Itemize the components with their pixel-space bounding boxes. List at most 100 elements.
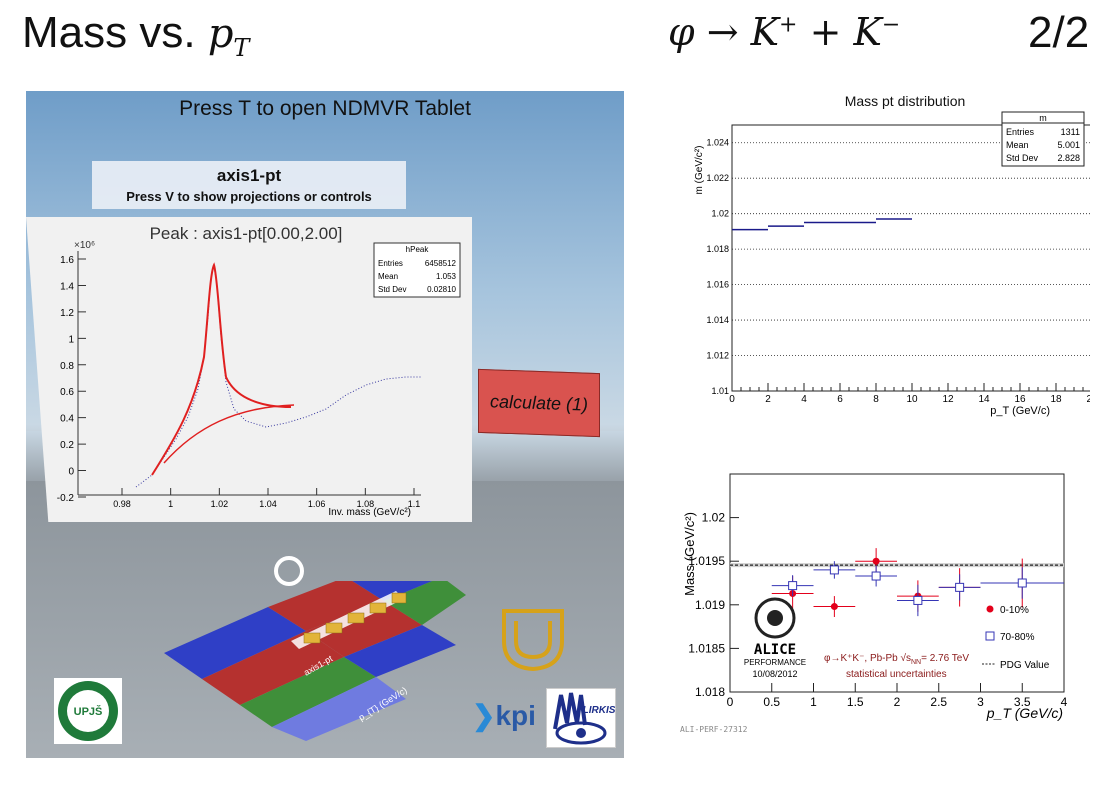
chart2-point-70-80 [1017,578,1027,588]
chart1-x-tick-label: 14 [978,394,990,405]
arrow-symbol: → [706,10,739,54]
plus-operator: + [809,10,842,54]
uncertainty-annotation: statistical uncertainties [846,669,947,680]
slide-title-text: Mass vs. [22,8,196,57]
peak-plot-svg: Peak : axis1-pt[0.00,2.00] ×10⁶ -0.2 0 0.2… [57,224,461,518]
grid-bar [369,602,387,614]
axis-hint: Press V to show projections or controls [126,189,372,204]
grid-tile-green [240,657,376,727]
chart2-point-0-10 [830,603,838,611]
page-number: 2/2 [1028,8,1090,57]
chart2-point-70-80 [871,571,881,581]
peak-y-tick-label: -0.2 [57,493,75,504]
plus-sign: + [779,12,798,38]
chart1-x-tick-label: 2 [765,394,771,405]
chart2-ylabel: Mass (GeV/c²) [682,512,697,596]
peak-y-tick-label: 0 [68,467,74,478]
chart2-x-tick-label: 1.5 [847,695,864,709]
chart1-y-tick-label: 1.016 [706,280,729,290]
chart2-x-tick-label: 2.5 [930,695,947,709]
chart2-x-tick-label: 2 [894,695,901,709]
chart2-point-70-80 [913,595,923,605]
chart1-y-tick-label: 1.012 [706,351,729,361]
chart2-y-tick-label: 1.02 [702,511,726,525]
chart2-x-tick-label: 3 [977,695,984,709]
grid-bar [391,592,407,604]
seal-inner [67,690,109,732]
alice-label: ALICE [754,642,796,658]
footer-id: ALI-PERF-27312 [680,725,748,734]
vr-scene: Press T to open NDMVR Tablet axis1-pt Pr… [26,91,624,758]
chart1-x-tick-label: 10 [906,394,918,405]
peak-x-tick-label: 0.98 [113,499,131,509]
mass-pt-chart: Mass pt distribution 1.01 1.012 1.014 1.016… [694,93,1090,417]
eye-pupil [576,728,586,738]
peak-stat-value: 6458512 [425,259,457,268]
seal-text: UPJŠ [74,705,103,718]
chart1-stats-box [1001,111,1085,167]
peak-x-ticks: 0.98 1 1.02 1.04 1.06 1.08 1.1 [113,488,420,509]
shield-outline [502,609,564,672]
peak-fit [151,262,292,476]
chart2-x-tick-label: 3.5 [1014,695,1031,709]
chart1-y-tick-label: 1.014 [706,315,729,325]
legend-marker-70-80 [985,631,995,641]
chart2-y-tick-label: 1.0195 [688,554,725,568]
peak-stat-value: 1.053 [436,272,457,281]
chart1-ylabel: m (GeV/c²) [694,146,705,195]
chart1-y-tick-label: 1.018 [706,244,729,254]
tablet-hint: Press T to open NDMVR Tablet [179,97,471,120]
chart1-x-tick-label: 18 [1050,394,1062,405]
chart2-xlabel: p_T (GeV/c) [986,705,1063,721]
chart2-point-70-80 [829,565,839,575]
grid-tile-red [268,581,384,631]
vr-3d-grid: axis1-pt p_{T} (GeV/c) [164,581,466,741]
chart2-point-0-10 [872,557,880,565]
grid-bars [303,592,407,644]
vr-cursor-ring [274,556,304,586]
grid-tile-green [384,581,466,625]
peak-x-tick-label: 1 [168,499,173,509]
peak-xlabel: Inv. mass (GeV/c²) [328,507,411,518]
grid-tile-blue [344,625,456,677]
chart1-stat-label: Std Dev [1006,153,1039,163]
peak-y-ticks: -0.2 0 0.2 0.4 0.6 0.8 1 1.2 1.4 1.6 [57,255,86,504]
slide-title: Mass vs. pT [22,8,249,62]
chart1-xlabel: p_T (GeV/c) [990,405,1050,417]
decay-formula: φ → K+ + K− [668,10,900,54]
peak-x-tick-label: 1.06 [308,499,326,509]
axis-banner: axis1-pt Press V to show projections or … [92,161,406,209]
peak-stat-value: 0.02810 [427,285,456,294]
chart1-x-tick-label: 6 [837,394,843,405]
peak-stats-box [373,242,461,298]
peak-stat-label: Entries [378,259,403,268]
peak-x-tick-label: 1.04 [259,499,277,509]
chart2-point-70-80 [788,581,798,591]
slide-title-sub: T [233,34,250,62]
date-label: 10/08/2012 [752,669,797,679]
peak-stat-label: Mean [378,272,398,281]
chart1-y-tick-label: 1.022 [706,173,729,183]
upjs-logo: UPJŠ [54,678,122,744]
shield-inner [514,621,552,660]
peak-y-tick-label: 1.2 [60,308,74,319]
reaction-subscript: NN [911,659,921,666]
peak-y-tick-label: 1.6 [60,255,74,266]
chart1-stat-value: 2.828 [1057,153,1080,163]
grid-tile-red [306,601,422,657]
peak-exponent: ×10⁶ [74,240,95,251]
chart1-x-tick-label: 20 [1086,394,1090,405]
chart2-point-70-80 [955,582,965,592]
chart2-data [771,548,1064,618]
chart1-y-tick-label: 1.024 [706,138,729,148]
kpi-text: kpi [495,700,536,731]
chart1-x-tick-label: 12 [942,394,954,405]
alice-logo-core [767,610,783,626]
grid-bar [303,632,321,644]
kpi-logo: ❯kpi [472,699,536,732]
chart1-x-tick-label: 8 [873,394,879,405]
peak-y-tick-label: 0.6 [60,387,74,398]
peak-data [135,264,421,488]
minus-sign: − [881,12,901,38]
calculate-button[interactable]: calculate (1) [478,368,600,438]
